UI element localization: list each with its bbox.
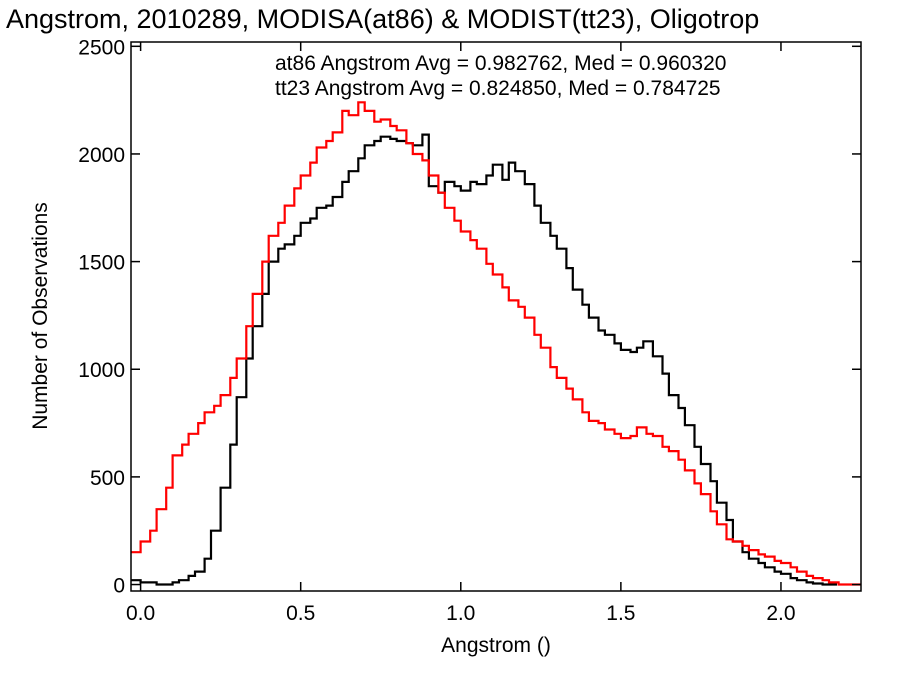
y-tick-label: 1500 (78, 252, 125, 275)
y-axis: 0 500 1000 1500 2000 2500 (78, 36, 861, 598)
series-layer (131, 101, 861, 586)
chart-title: Angstrom, 2010289, MODISA(at86) & MODIST… (6, 4, 759, 34)
x-tick-label: 1.0 (446, 602, 475, 625)
x-tick-label: 1.5 (606, 602, 635, 625)
y-tick-label: 1000 (78, 359, 125, 382)
x-tick-label: 0.0 (126, 602, 155, 625)
series-line-at86 (131, 133, 837, 586)
x-axis-label: Angstrom () (441, 634, 551, 657)
plot-frame (130, 41, 862, 592)
y-tick-label: 500 (90, 467, 125, 490)
y-axis-label: Number of Observations (29, 202, 52, 430)
y-tick-label: 0 (113, 575, 125, 598)
x-tick-label: 2.0 (766, 602, 795, 625)
plot-area (131, 101, 861, 586)
legend-entry-tt23: tt23 Angstrom Avg = 0.824850, Med = 0.78… (275, 77, 721, 100)
series-line-tt23 (131, 101, 861, 586)
legend-entry-at86: at86 Angstrom Avg = 0.982762, Med = 0.96… (275, 52, 726, 75)
x-axis: 0.0 0.5 1.0 1.5 2.0 (126, 42, 796, 625)
y-tick-label: 2000 (78, 144, 125, 167)
x-tick-label: 0.5 (286, 602, 315, 625)
y-tick-label: 2500 (78, 36, 125, 59)
